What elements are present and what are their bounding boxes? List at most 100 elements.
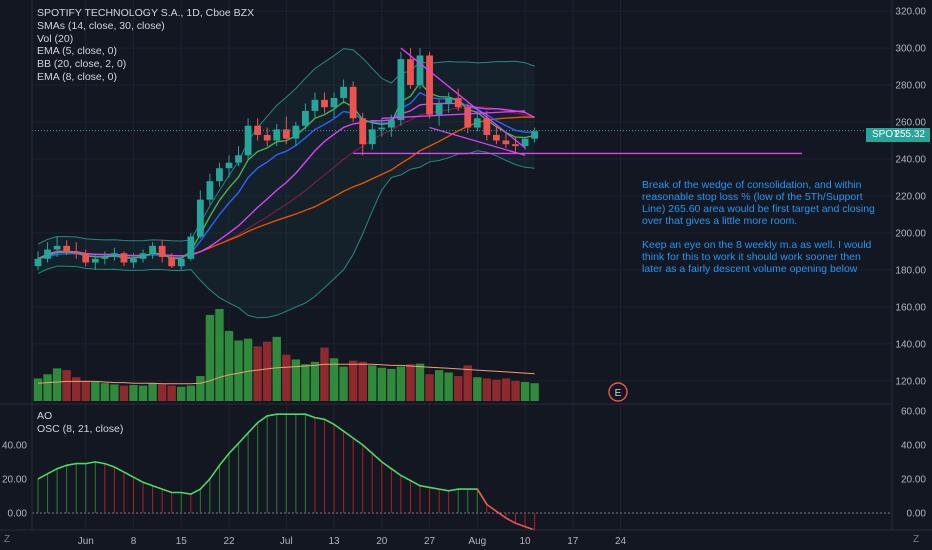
time-axis-tick: 20 xyxy=(376,536,388,547)
volume-bar xyxy=(119,385,129,401)
candle-body xyxy=(187,236,195,259)
osc-axis-tick-right: 40.00 xyxy=(901,440,926,451)
earnings-marker[interactable]: E xyxy=(608,382,628,402)
osc-axis-tick-right: 60.00 xyxy=(901,406,926,417)
candle-body xyxy=(435,103,443,115)
price-axis-tick: 140.00 xyxy=(895,339,926,350)
legend-study-ema5[interactable]: EMA (5, close, 0) xyxy=(37,45,117,58)
oscillator-layer xyxy=(0,403,932,531)
volume-bar xyxy=(320,347,329,401)
trendlines xyxy=(32,47,892,156)
volume-bar xyxy=(301,364,310,401)
volume-bar xyxy=(91,382,100,401)
volume-ma-line xyxy=(37,363,535,385)
legend-study-volume[interactable]: Vol (20) xyxy=(37,32,74,45)
candle-body xyxy=(302,110,309,126)
legend-study-bb[interactable]: BB (20, close, 2, 0) xyxy=(37,58,127,71)
badge-price: 255.32 xyxy=(894,129,925,140)
candle-body xyxy=(378,127,386,130)
oscillator-legend: AO OSC (8, 21, close) xyxy=(37,410,123,436)
price-axis-tick: 260.00 xyxy=(895,118,926,129)
volume-bar xyxy=(358,361,367,401)
candle-body xyxy=(521,138,529,147)
volume-bar xyxy=(406,364,415,401)
candle-body xyxy=(235,155,242,163)
candle-body xyxy=(407,59,414,86)
bb-lower xyxy=(37,150,535,319)
volume-bar xyxy=(415,363,425,401)
candle-body xyxy=(130,258,137,263)
volume-bar xyxy=(272,336,281,401)
time-axis-tick: 15 xyxy=(176,536,188,547)
osc-params[interactable]: OSC (8, 21, close) xyxy=(37,422,124,435)
candle-body xyxy=(149,245,156,254)
volume-bar xyxy=(81,380,90,401)
time-axis-tick: Aug xyxy=(468,536,486,547)
candle-body xyxy=(282,129,290,139)
volume-bar xyxy=(186,385,195,401)
candle-body xyxy=(34,258,42,267)
volume-bar xyxy=(224,330,234,401)
time-axis-tick: Jul xyxy=(280,536,293,547)
annotation-paragraph-2: Keep an eye on the 8 weekly m.a as well.… xyxy=(642,239,872,275)
volume-bar xyxy=(148,383,157,401)
volume-bar xyxy=(291,359,301,401)
volume-bar xyxy=(520,382,530,401)
volume-bar xyxy=(377,367,386,401)
volume-bar xyxy=(454,376,463,401)
candle-body xyxy=(454,97,462,108)
volume-bar xyxy=(463,365,472,401)
volume-bar xyxy=(243,338,253,401)
price-axis-tick: 320.00 xyxy=(895,7,926,18)
volume-bar xyxy=(387,368,396,401)
candle-body xyxy=(82,253,90,263)
volume-bar xyxy=(263,341,272,401)
time-axis-tick: Jun xyxy=(78,536,94,547)
volume-bar xyxy=(329,358,339,401)
right-axis-bg xyxy=(892,0,932,550)
volume-bar xyxy=(396,366,406,401)
candle-body xyxy=(397,59,405,121)
zoom-left-button[interactable]: Z xyxy=(4,534,11,545)
candle-body xyxy=(158,245,166,257)
candle-body xyxy=(53,245,61,250)
candle-body xyxy=(311,99,319,111)
zoom-right-button[interactable]: Z xyxy=(913,534,920,545)
candle-body xyxy=(196,199,204,237)
text-annotation[interactable]: Break of the wedge of consolidation, and… xyxy=(642,179,882,287)
osc-axis-tick-right: 0.00 xyxy=(907,508,927,519)
time-axis-tick: 10 xyxy=(519,536,531,547)
badge-symbol: SPOT xyxy=(872,129,900,140)
volume-bar xyxy=(501,378,511,401)
time-axis-tick: 17 xyxy=(567,536,579,547)
time-axis-tick: 27 xyxy=(424,536,436,547)
price-axis-tick: 280.00 xyxy=(895,81,926,92)
osc-axis-tick-right: 20.00 xyxy=(901,474,926,485)
price-axis-tick: 300.00 xyxy=(895,44,926,55)
osc-name[interactable]: AO xyxy=(37,410,53,422)
wedge-mid-line xyxy=(381,110,526,119)
volume-layer xyxy=(33,308,539,401)
volume-bar xyxy=(492,379,501,401)
time-axis-tick: 8 xyxy=(131,536,137,547)
volume-bar xyxy=(100,383,110,401)
candle-body xyxy=(416,55,424,86)
wedge-upper-line xyxy=(400,47,526,149)
legend-study-ema8[interactable]: EMA (8, close, 0) xyxy=(37,70,117,83)
osc-axis-tick-left: 0.00 xyxy=(8,508,28,519)
candle-body xyxy=(91,258,99,263)
chart-legend: SPOTIFY TECHNOLOGY S.A., 1D, Cboe BZX SM… xyxy=(37,7,254,84)
price-axis-tick: 200.00 xyxy=(895,228,926,239)
volume-bar xyxy=(196,376,205,401)
chart-title[interactable]: SPOTIFY TECHNOLOGY S.A., 1D, Cboe BZX xyxy=(37,7,255,19)
volume-bar xyxy=(368,365,377,401)
candle-body xyxy=(139,253,147,259)
legend-study-sma[interactable]: SMAs (14, close, 30, close) xyxy=(37,19,165,32)
candle-body xyxy=(206,181,214,200)
annotation-paragraph-1: Break of the wedge of consolidation, and… xyxy=(642,179,875,227)
price-axis-tick: 120.00 xyxy=(895,376,926,387)
candle-body xyxy=(292,125,300,139)
